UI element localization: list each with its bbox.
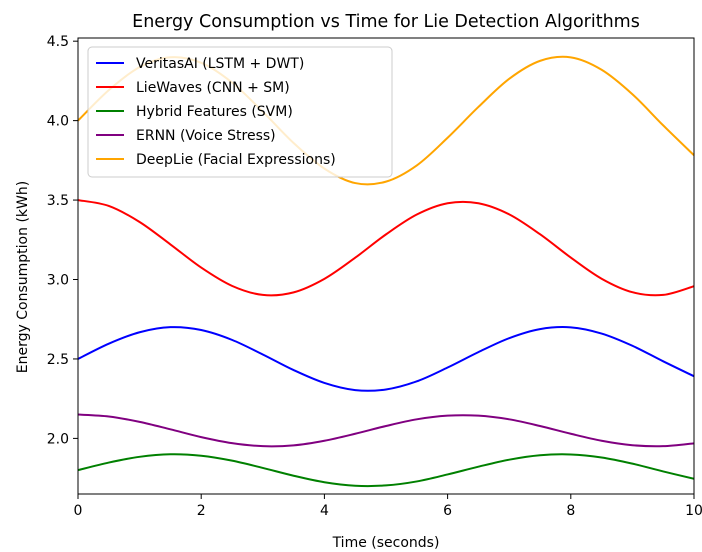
- chart-title: Energy Consumption vs Time for Lie Detec…: [132, 12, 640, 32]
- x-tick-label: 8: [566, 503, 575, 519]
- legend-label-2: LieWaves (CNN + SM): [136, 80, 290, 96]
- x-tick-label: 2: [197, 503, 206, 519]
- x-tick-label: 4: [320, 503, 329, 519]
- legend-label-4: ERNN (Voice Stress): [136, 128, 276, 144]
- legend-label-5: DeepLie (Facial Expressions): [136, 152, 336, 168]
- plot-area: 0 2 4 6 8 10 2.0 2.5 3.0 3.5 4.0 4.5: [47, 34, 702, 519]
- y-tick-label: 3.0: [47, 273, 69, 289]
- series-line-2: [78, 199, 694, 297]
- series-line-1: [78, 326, 694, 392]
- legend-label-1: VeritasAI (LSTM + DWT): [136, 56, 304, 72]
- y-tick-label: 2.5: [47, 352, 69, 368]
- y-tick-label: 2.0: [47, 431, 69, 447]
- x-tick-label: 0: [74, 503, 83, 519]
- x-tick-label: 10: [685, 503, 702, 519]
- series-line-3: [78, 453, 694, 488]
- y-tick-label: 4.5: [47, 34, 69, 50]
- x-tick-label: 6: [443, 503, 452, 519]
- series-line-4: [78, 413, 694, 448]
- legend-box: [87, 46, 393, 178]
- plot-frame: [77, 37, 695, 495]
- y-tick-label: 3.5: [47, 193, 69, 209]
- legend-label-3: Hybrid Features (SVM): [136, 104, 293, 120]
- legend: VeritasAI (LSTM + DWT) LieWaves (CNN + SM…: [87, 46, 393, 178]
- y-axis-label: Energy Consumption (kWh): [15, 181, 31, 373]
- x-axis-label: Time (seconds): [332, 535, 440, 551]
- y-tick-label: 4.0: [47, 114, 69, 130]
